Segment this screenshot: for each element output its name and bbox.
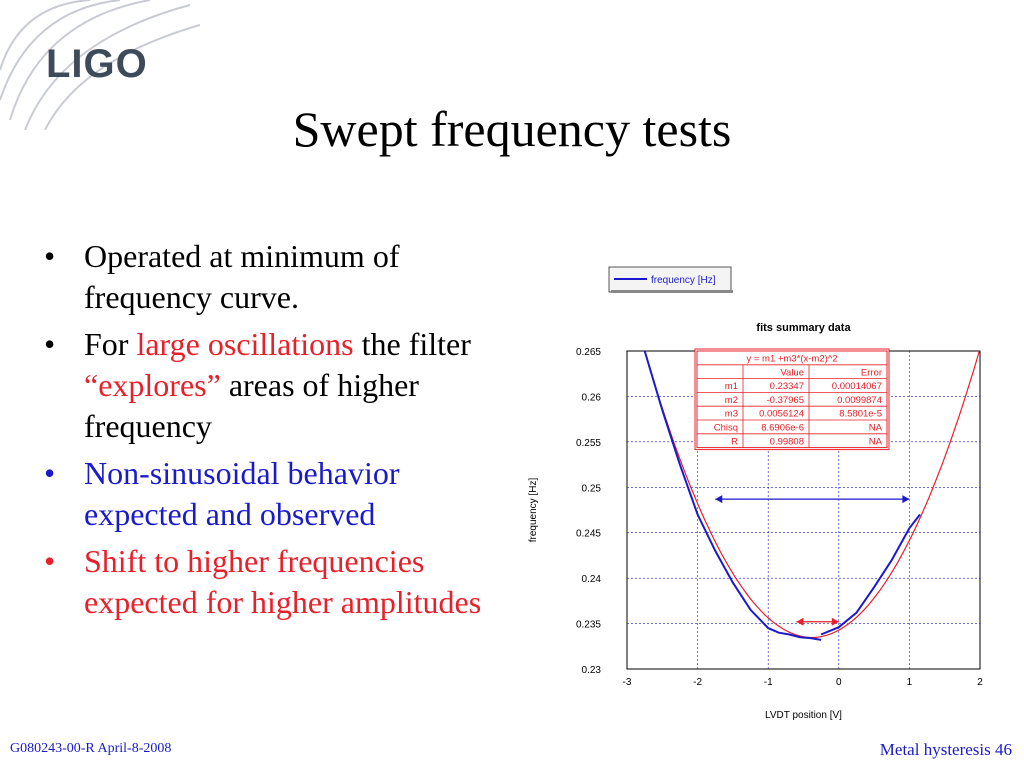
y-axis-label: frequency [Hz]	[528, 478, 539, 543]
fit-table-cell: m2	[725, 395, 738, 406]
bullet-item: • Shift to higher frequencies expected fo…	[40, 541, 500, 623]
fit-table-cell: 0.00014067	[832, 381, 882, 392]
x-tick-label: -3	[623, 677, 632, 688]
x-tick-label: 1	[907, 677, 913, 688]
y-tick-label: 0.265	[576, 347, 601, 358]
y-tick-label: 0.24	[582, 574, 602, 585]
fit-table-cell: m3	[725, 409, 738, 420]
fit-table-cell: 8.5801e-5	[839, 409, 882, 420]
bullet-text: areas of higher frequency	[84, 367, 419, 444]
bullet-text: Shift to higher frequencies expected for…	[84, 543, 482, 620]
bullet-dot: •	[44, 238, 56, 274]
fit-table-cell: 0.23347	[770, 381, 804, 392]
fit-table-cell: -0.37965	[766, 395, 804, 406]
annotation-arrowhead	[715, 495, 723, 504]
fit-table-cell: NA	[869, 436, 883, 447]
fit-table-header: Error	[861, 367, 882, 378]
fit-table-header: Value	[780, 367, 804, 378]
fit-table-cell: R	[731, 436, 738, 447]
fit-table-cell: m1	[725, 381, 738, 392]
fit-table-cell: 0.99808	[770, 436, 804, 447]
bullet-list: • Operated at minimum of frequency curve.…	[40, 236, 500, 629]
legend-shadow	[611, 290, 733, 293]
ligo-logo-text: LIGO	[46, 42, 148, 86]
x-tick-label: 2	[977, 677, 983, 688]
x-tick-label: -1	[764, 677, 773, 688]
frequency-chart: frequency [Hz] fits summary data -3 -2 -1 0 1 2…	[528, 266, 983, 721]
bullet-text: “explores”	[84, 367, 221, 403]
fit-table-box	[696, 350, 888, 449]
data-series-line	[643, 351, 822, 641]
legend-label: frequency [Hz]	[651, 275, 716, 286]
bullet-dot: •	[44, 455, 56, 491]
y-tick-label: 0.235	[576, 620, 601, 631]
fit-table-cell: NA	[869, 423, 883, 434]
x-tick-label: -2	[693, 677, 702, 688]
y-tick-label: 0.26	[582, 392, 602, 403]
bullet-text: For	[84, 326, 137, 362]
data-series-line	[820, 513, 921, 636]
footer-slide-label: Metal hysteresis 46	[879, 740, 1012, 759]
slide-title: Swept frequency tests	[292, 101, 732, 157]
bullet-dot: •	[44, 543, 56, 579]
fit-table-cell: Chisq	[714, 423, 738, 434]
fit-table-cell: 0.0056124	[759, 409, 804, 420]
fit-table-cell: 8.6906e-6	[761, 423, 804, 434]
x-axis-label: LVDT position [V]	[765, 710, 842, 721]
y-tick-label: 0.25	[582, 483, 602, 494]
footer-doc-id: G080243-00-R April-8-2008	[10, 741, 172, 756]
chart-title: fits summary data	[756, 322, 851, 334]
bullet-text: Operated at minimum of frequency curve.	[84, 238, 400, 315]
bullet-text: Non-sinusoidal behavior expected and obs…	[84, 455, 400, 532]
y-tick-label: 0.245	[576, 529, 601, 540]
bullet-item: • Non-sinusoidal behavior expected and ob…	[40, 453, 500, 535]
bullet-dot: •	[44, 326, 56, 362]
bullet-item: • For large oscillations the filter “expl…	[40, 324, 500, 447]
ligo-logo-arcs	[0, 0, 201, 131]
annotation-arrowhead	[796, 617, 804, 626]
bullet-text: large oscillations	[136, 326, 354, 362]
fit-table-cell: 0.0099874	[837, 395, 882, 406]
x-tick-label: 0	[836, 677, 842, 688]
y-tick-label: 0.255	[576, 438, 601, 449]
y-tick-label: 0.23	[582, 665, 602, 676]
ligo-logo: LIGO	[0, 0, 201, 131]
annotation-arrowhead	[831, 617, 839, 626]
bullet-item: • Operated at minimum of frequency curve.	[40, 236, 500, 318]
fit-equation: y = m1 +m3*(x-m2)^2	[746, 354, 837, 365]
bullet-text: the filter	[353, 326, 471, 362]
annotation-arrowhead	[902, 495, 910, 504]
